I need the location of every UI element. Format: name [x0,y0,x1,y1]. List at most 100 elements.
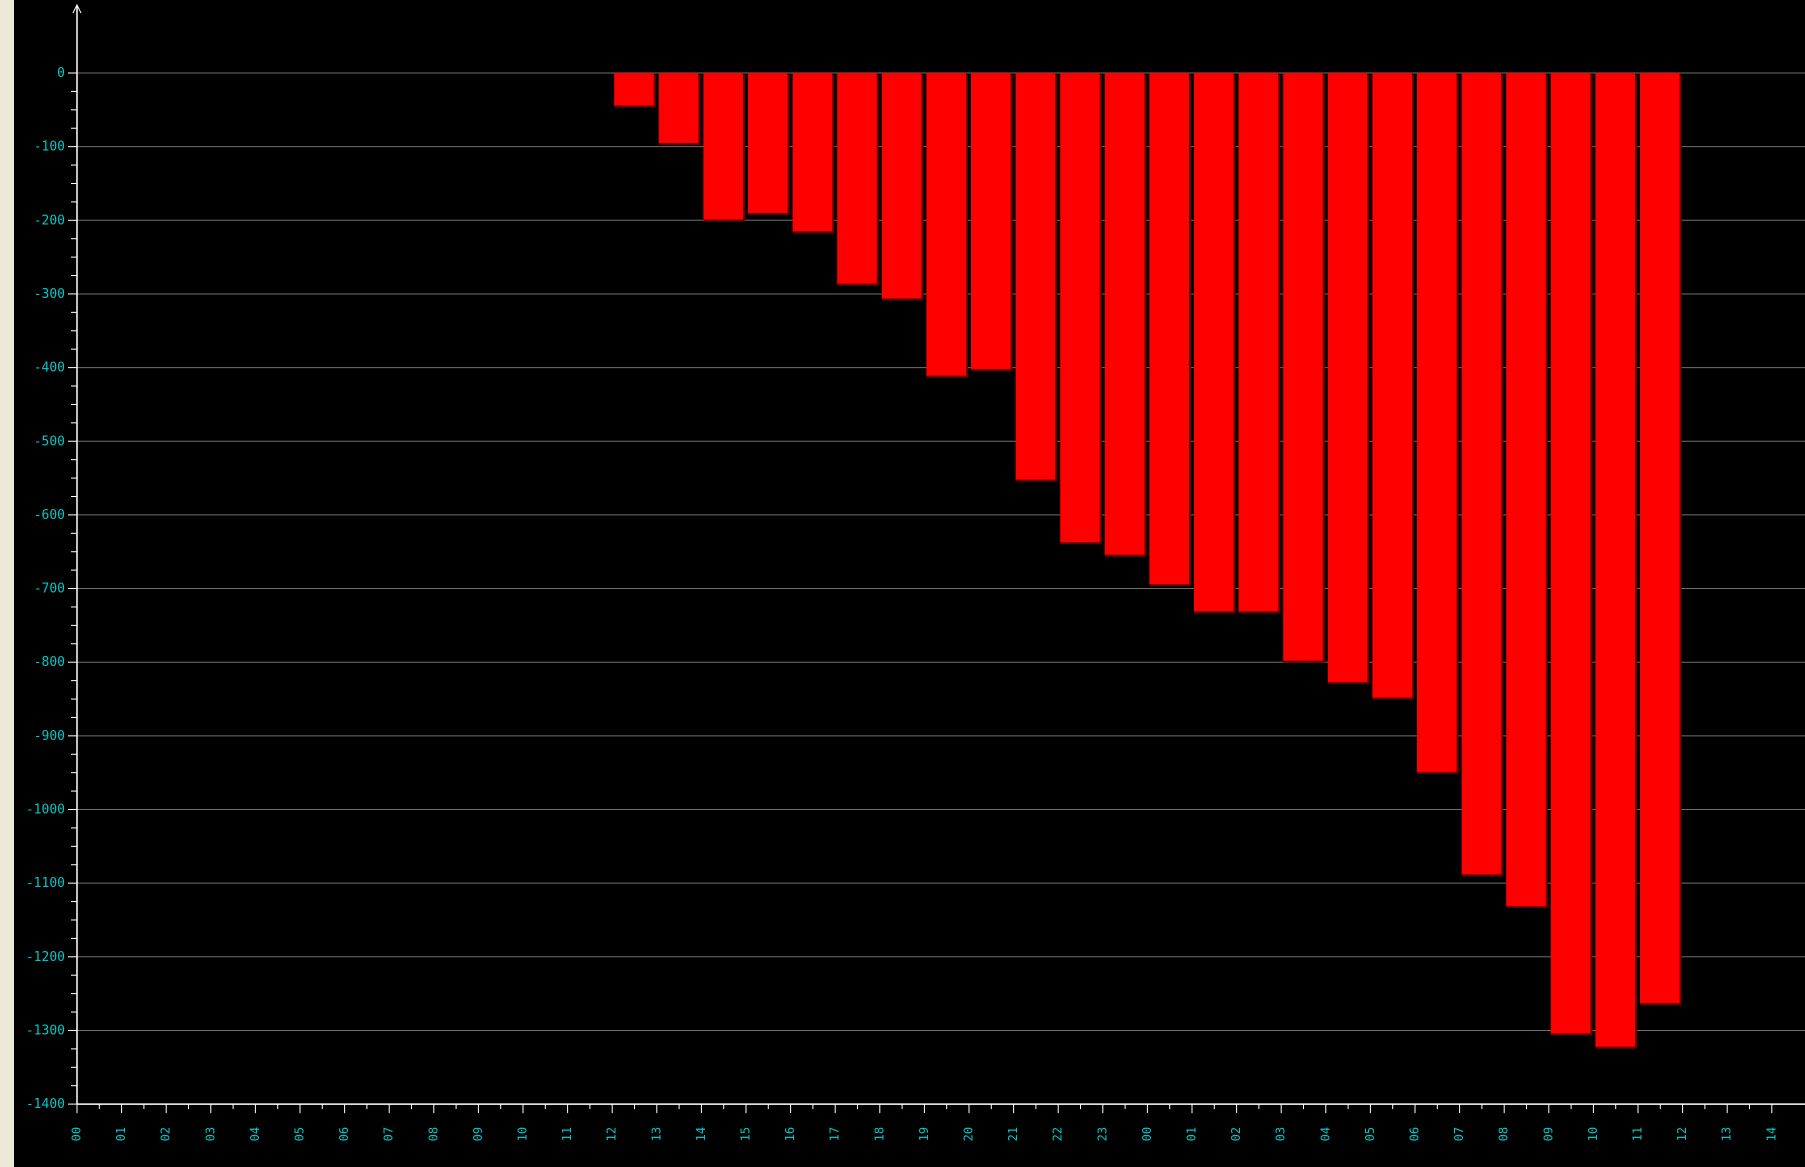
x-tick-label: 08 [1497,1127,1511,1141]
x-tick-label: 20 [962,1127,976,1141]
bar-shadow [792,230,835,234]
x-tick-label: 17 [828,1127,842,1141]
y-tick-label: -1400 [26,1097,65,1112]
bar-shadow [971,368,1013,372]
bar-shadow [1321,75,1325,663]
x-tick-label: 09 [471,1127,485,1141]
bar-chart: 0 -100 -200 -300 -400 -500 -600 -700 -800 -900 -10… [26,3,1805,1141]
bar-shadow [1054,75,1058,482]
x-tick-label: 12 [1675,1127,1689,1141]
bar-shadow [697,75,701,145]
y-tick-label: -1300 [26,1023,65,1038]
y-axis-arrow [72,3,82,14]
x-tick-label: 13 [1720,1127,1734,1141]
bar-shadow [1060,541,1102,545]
bar-shadow [1634,75,1637,1049]
bar [1327,73,1368,683]
x-tick-label: 01 [114,1127,128,1141]
bar-shadow [1595,1045,1637,1049]
bar-shadow [1149,583,1191,587]
x-tick-label: 05 [293,1127,307,1141]
bar-shadow [742,75,745,222]
y-tick-label: -800 [34,655,65,670]
bar-shadow [1678,75,1682,1006]
x-tick-label: 08 [426,1127,440,1141]
bar-shadow [1411,75,1414,700]
bar [614,73,654,106]
bar-shadow [965,75,968,378]
bar [971,73,1011,370]
y-tick-label: -500 [34,434,65,449]
x-tick-label: 10 [516,1127,530,1141]
x-tick-label: 03 [1274,1127,1288,1141]
bar-shadow [1238,610,1281,614]
bar-shadow [1500,75,1504,877]
bar-shadow [1417,770,1459,774]
y-tick-label: -400 [34,361,65,376]
x-tick-label: 15 [739,1127,753,1141]
bar-shadow [652,75,656,108]
x-tick-label: 09 [1541,1127,1555,1141]
y-tick-label: -900 [34,729,65,744]
x-tick-label: 07 [1452,1127,1466,1141]
bar-shadow [1098,75,1102,545]
x-tick-label: 16 [783,1127,797,1141]
bar-shadow [1009,75,1013,372]
y-tick-label: -300 [34,287,65,302]
bar-shadow [1143,75,1147,557]
y-tick-label: -100 [34,140,65,155]
bar-shadow [658,141,701,145]
bar-shadow [1194,610,1236,614]
y-tick-label: -1100 [26,876,65,891]
bar-shadow [1550,1032,1593,1036]
x-tick-label: 18 [872,1127,886,1141]
y-tick-label: -200 [34,213,65,228]
bar-shadow [1461,873,1504,877]
x-tick-label: 12 [605,1127,619,1141]
bar [837,73,877,284]
bar-shadow [1015,478,1058,482]
x-tick-label: 07 [382,1127,396,1141]
y-tick-label: -1000 [26,803,65,818]
bar-shadow [1283,659,1325,663]
x-tick-label: 13 [649,1127,663,1141]
bar-shadow [831,75,835,234]
y-tick-label: 0 [57,66,65,81]
bar [1595,73,1635,1047]
x-tick-label: 05 [1363,1127,1377,1141]
bar-shadow [1188,75,1191,587]
bar-shadow [748,211,790,215]
bar [1372,73,1412,698]
bar [1060,73,1100,543]
bar-shadow [1277,75,1281,614]
y-tick-label: -1200 [26,950,65,965]
bar [1550,73,1591,1034]
y-tick-label: -600 [34,508,65,523]
x-tick-label: 00 [70,1127,84,1141]
bar-shadow [703,218,745,222]
bar [1640,73,1680,1004]
bar [748,73,788,213]
bar [658,73,699,143]
x-tick-label: 21 [1006,1127,1020,1141]
x-tick-label: 06 [337,1127,351,1141]
bar [1194,73,1234,612]
bar [792,73,833,232]
chart-panel: 0 -100 -200 -300 -400 -500 -600 -700 -800 -900 -10… [14,0,1805,1167]
x-tick-label: 00 [1140,1127,1154,1141]
bar [703,73,743,220]
bar [1417,73,1457,772]
bar-shadow [837,282,879,286]
bar [926,73,966,376]
bar-shadow [1506,904,1548,908]
x-tick-label: 04 [248,1127,262,1141]
bar-shadow [1366,75,1370,685]
bar-shadow [1455,75,1459,774]
x-tick-label: 23 [1095,1127,1109,1141]
bar-shadow [1232,75,1236,614]
bar-shadow [614,104,656,108]
x-tick-label: 04 [1318,1127,1332,1141]
bar [1461,73,1502,875]
x-tick-label: 22 [1051,1127,1065,1141]
bar-shadow [1372,696,1414,700]
